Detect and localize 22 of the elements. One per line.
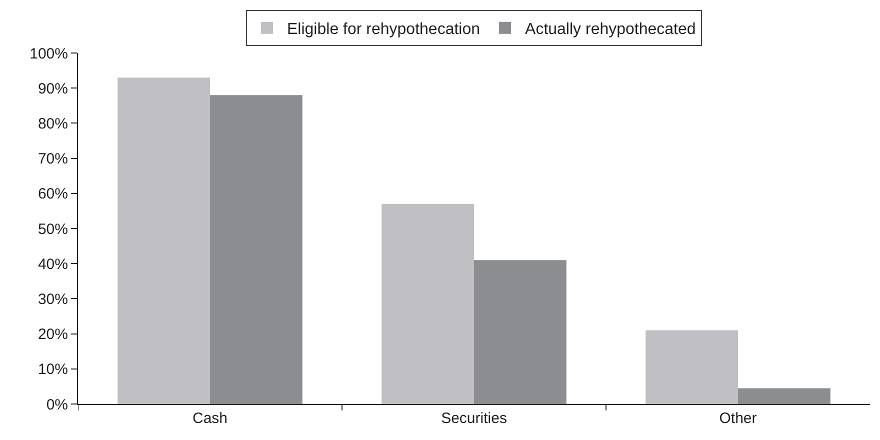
y-tick-label: 90% bbox=[38, 80, 68, 98]
y-tick-label: 20% bbox=[38, 326, 68, 344]
legend-label: Eligible for rehypothecation bbox=[287, 21, 480, 38]
bar bbox=[646, 330, 738, 404]
bar bbox=[738, 388, 830, 404]
y-tick-label: 10% bbox=[38, 361, 68, 378]
bar bbox=[118, 78, 210, 404]
y-tick-label: 40% bbox=[38, 256, 68, 273]
bar bbox=[474, 260, 566, 404]
bar bbox=[210, 95, 302, 404]
y-tick-label: 70% bbox=[38, 150, 68, 168]
x-tick-label: Securities bbox=[441, 410, 507, 427]
y-tick-label: 30% bbox=[38, 290, 68, 308]
y-tick-label: 80% bbox=[38, 115, 68, 132]
legend-label: Actually rehypothecated bbox=[525, 21, 696, 38]
y-tick-label: 60% bbox=[38, 186, 68, 203]
bar bbox=[382, 204, 474, 404]
x-tick-label: Cash bbox=[192, 410, 228, 427]
y-tick-label: 0% bbox=[46, 396, 68, 414]
y-tick-label: 100% bbox=[30, 45, 68, 62]
y-tick-label: 50% bbox=[38, 220, 68, 238]
x-tick-label: Other bbox=[719, 410, 757, 427]
